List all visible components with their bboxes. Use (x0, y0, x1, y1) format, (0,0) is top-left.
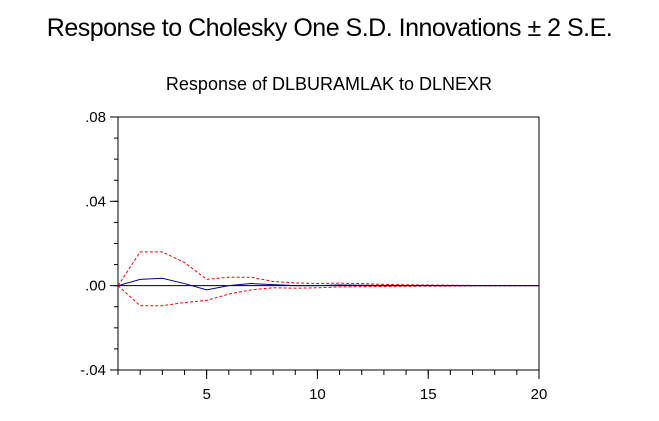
y-tick-label: -.04 (80, 362, 106, 379)
y-tick-label: .00 (85, 278, 106, 295)
axes: 5 10 15 20 -.04 .00 .04 .08 (80, 109, 547, 403)
x-tick-label: 20 (531, 386, 548, 403)
series-layer (117, 251, 540, 307)
y-tick-label: .08 (85, 109, 106, 126)
y-tick-label: .04 (85, 193, 106, 210)
plot-frame (117, 116, 540, 371)
upper-band-line (117, 251, 540, 287)
figure-title: Response to Cholesky One S.D. Innovation… (46, 14, 613, 42)
x-tick-label: 15 (420, 386, 437, 403)
lower-band-line (117, 285, 540, 307)
x-tick-label: 10 (309, 386, 326, 403)
chart-title: Response of DLBURAMLAK to DLNEXR (166, 74, 492, 94)
response-line (117, 277, 539, 291)
x-tick-label: 5 (202, 386, 210, 403)
